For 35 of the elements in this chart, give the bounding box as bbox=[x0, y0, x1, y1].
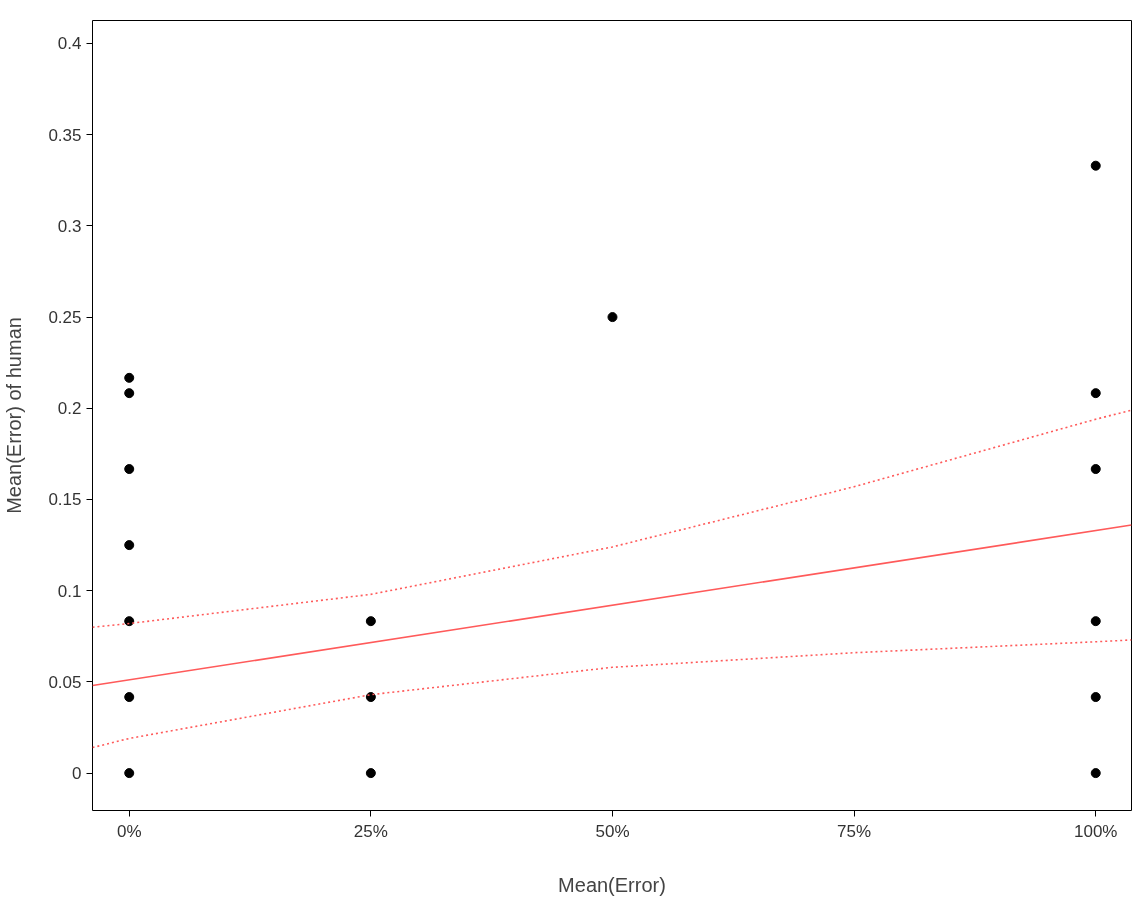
point bbox=[1090, 388, 1101, 399]
x-tick-label: 50% bbox=[595, 821, 630, 841]
point bbox=[124, 540, 135, 551]
x-tick-label: 75% bbox=[837, 821, 872, 841]
x-axis-title: Mean(Error) bbox=[558, 873, 666, 896]
point bbox=[1090, 464, 1101, 475]
point bbox=[1090, 692, 1101, 703]
x-tick-label: 25% bbox=[353, 821, 388, 841]
point bbox=[124, 372, 135, 383]
point bbox=[607, 312, 618, 323]
y-tick-label: 0.05 bbox=[48, 672, 82, 692]
x-tick-label: 100% bbox=[1074, 821, 1118, 841]
point bbox=[124, 768, 135, 779]
y-axis-title: Mean(Error) of human bbox=[3, 317, 26, 514]
y-tick-label: 0.35 bbox=[48, 125, 82, 145]
x-tick-label: 0% bbox=[116, 821, 142, 841]
line-series bbox=[92, 409, 1132, 628]
point bbox=[365, 692, 376, 703]
y-tick-label: 0.15 bbox=[48, 490, 82, 510]
line-series bbox=[92, 639, 1132, 749]
point bbox=[365, 768, 376, 779]
point bbox=[124, 464, 135, 475]
point bbox=[124, 616, 135, 627]
y-tick-label: 0.2 bbox=[57, 399, 82, 419]
point bbox=[124, 388, 135, 399]
y-tick-label: 0.4 bbox=[57, 34, 82, 54]
y-tick-label: 0.25 bbox=[48, 308, 82, 328]
point bbox=[1090, 616, 1101, 627]
y-tick-label: 0.3 bbox=[57, 216, 82, 236]
point bbox=[124, 692, 135, 703]
point bbox=[1090, 768, 1101, 779]
y-tick-label: 0 bbox=[72, 764, 82, 784]
y-tick-label: 0.1 bbox=[57, 581, 82, 601]
point bbox=[1090, 160, 1101, 171]
point bbox=[365, 616, 376, 627]
